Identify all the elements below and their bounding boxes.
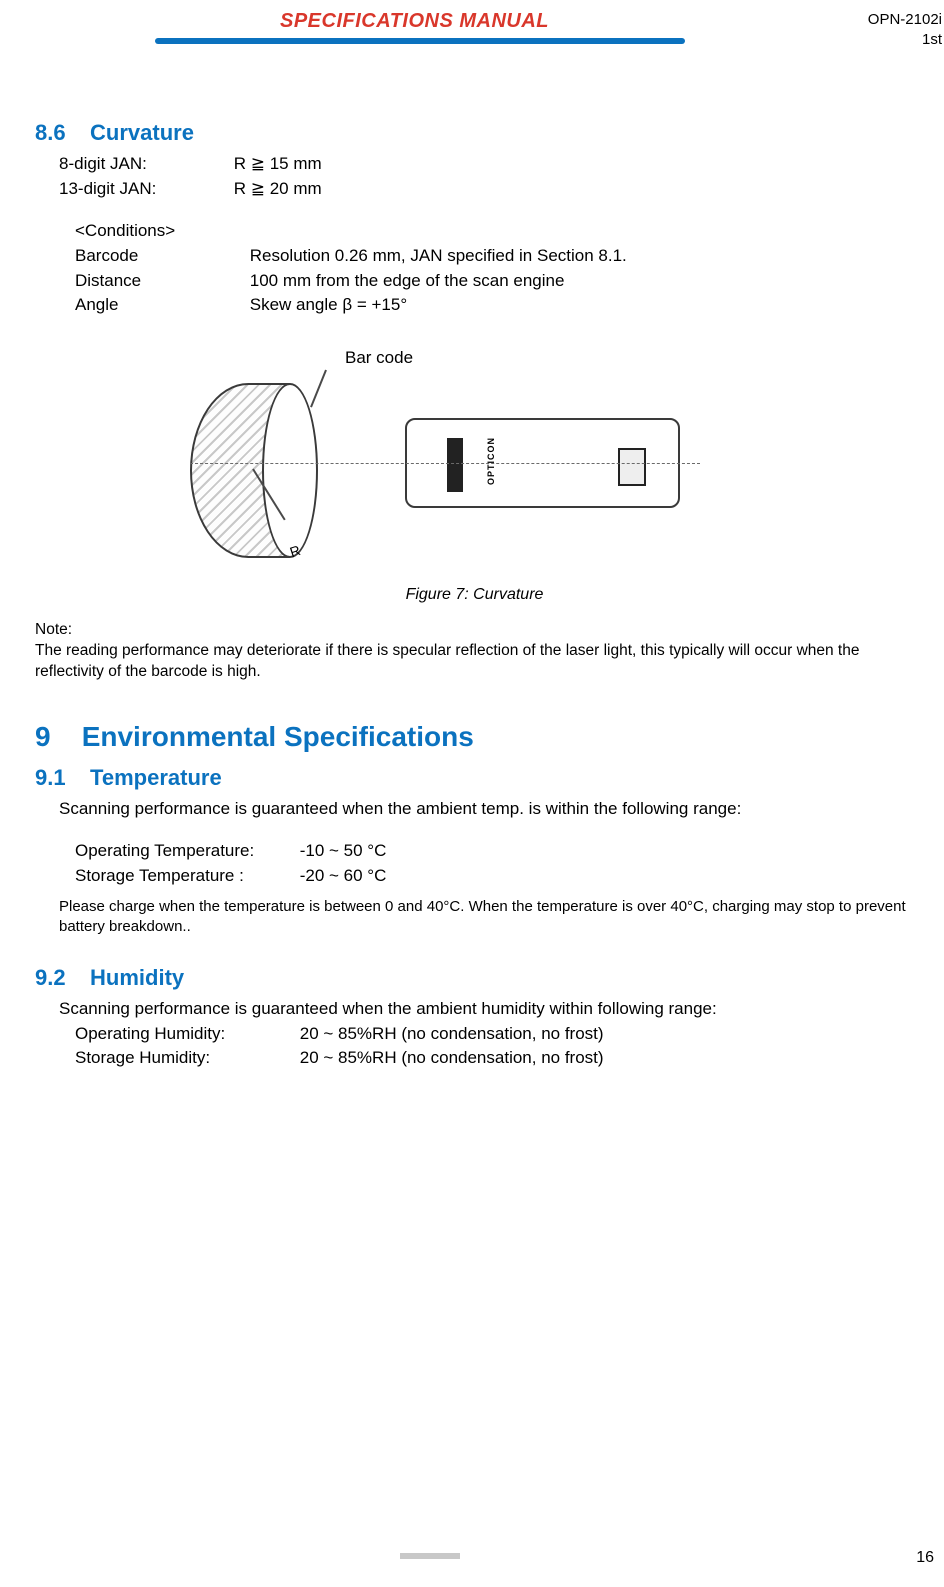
- section-number: 9.2: [35, 965, 66, 990]
- charging-note: Please charge when the temperature is be…: [59, 897, 914, 938]
- spec-label: Storage Humidity:: [75, 1046, 295, 1071]
- condition-row: Angle Skew angle β = +15°: [75, 293, 914, 318]
- optical-axis-line: [190, 463, 700, 464]
- figure-barcode-label: Bar code: [345, 348, 413, 368]
- condition-value: Skew angle β = +15°: [250, 295, 407, 314]
- section-title: Humidity: [90, 965, 184, 990]
- condition-row: Distance 100 mm from the edge of the sca…: [75, 269, 914, 294]
- section-9-heading: 9 Environmental Specifications: [35, 721, 914, 753]
- note-text: The reading performance may deteriorate …: [35, 641, 914, 683]
- spec-label: 8-digit JAN:: [59, 152, 229, 177]
- spec-label: Operating Temperature:: [75, 839, 295, 864]
- condition-value: 100 mm from the edge of the scan engine: [250, 271, 565, 290]
- condition-label: Barcode: [75, 244, 245, 269]
- spec-label: 13-digit JAN:: [59, 177, 229, 202]
- condition-label: Angle: [75, 293, 245, 318]
- spec-label: Storage Temperature :: [75, 864, 295, 889]
- spec-row: 13-digit JAN: R ≧ 20 mm: [59, 177, 914, 202]
- condition-value: Resolution 0.26 mm, JAN specified in Sec…: [250, 246, 627, 265]
- figure-7-curvature: Bar code R OPTICON: [35, 348, 914, 578]
- spec-value: 20 ~ 85%RH (no condensation, no frost): [300, 1048, 604, 1067]
- condition-label: Distance: [75, 269, 245, 294]
- spec-row: 8-digit JAN: R ≧ 15 mm: [59, 152, 914, 177]
- section-8-6-heading: 8.6 Curvature: [35, 120, 914, 146]
- spec-row: Storage Humidity: 20 ~ 85%RH (no condens…: [75, 1046, 914, 1071]
- figure-caption: Figure 7: Curvature: [35, 586, 914, 604]
- spec-value: -20 ~ 60 °C: [300, 866, 387, 885]
- section-title: Temperature: [90, 765, 222, 790]
- section-intro: Scanning performance is guaranteed when …: [59, 997, 914, 1022]
- spec-label: Operating Humidity:: [75, 1022, 295, 1047]
- condition-row: Barcode Resolution 0.26 mm, JAN specifie…: [75, 244, 914, 269]
- conditions-header: <Conditions>: [75, 219, 914, 244]
- doc-rev: 1st: [868, 30, 942, 50]
- section-number: 8.6: [35, 120, 66, 145]
- doc-header-title: SPECIFICATIONS MANUAL: [280, 10, 549, 33]
- section-title: Curvature: [90, 120, 194, 145]
- header-rule: [155, 38, 685, 44]
- section-intro: Scanning performance is guaranteed when …: [59, 797, 914, 822]
- section-9-1-heading: 9.1 Temperature: [35, 765, 914, 791]
- section-title: Environmental Specifications: [82, 721, 474, 752]
- spec-row: Operating Temperature: -10 ~ 50 °C: [75, 839, 914, 864]
- note-block: Note: The reading performance may deteri…: [35, 620, 914, 683]
- spec-value: R ≧ 15 mm: [234, 154, 322, 173]
- spec-value: R ≧ 20 mm: [234, 179, 322, 198]
- scanner-brand-text: OPTICON: [486, 437, 496, 485]
- section-number: 9.1: [35, 765, 66, 790]
- doc-header-meta: OPN-2102i 1st: [868, 10, 942, 49]
- page-content: 8.6 Curvature 8-digit JAN: R ≧ 15 mm 13-…: [35, 120, 914, 1071]
- spec-row: Storage Temperature : -20 ~ 60 °C: [75, 864, 914, 889]
- spec-value: -10 ~ 50 °C: [300, 841, 387, 860]
- section-9-2-heading: 9.2 Humidity: [35, 965, 914, 991]
- section-number: 9: [35, 721, 51, 752]
- page-number: 16: [916, 1549, 934, 1567]
- footer-rule: [400, 1553, 460, 1559]
- spec-row: Operating Humidity: 20 ~ 85%RH (no conde…: [75, 1022, 914, 1047]
- note-label: Note:: [35, 620, 914, 641]
- doc-id: OPN-2102i: [868, 10, 942, 30]
- spec-value: 20 ~ 85%RH (no condensation, no frost): [300, 1024, 604, 1043]
